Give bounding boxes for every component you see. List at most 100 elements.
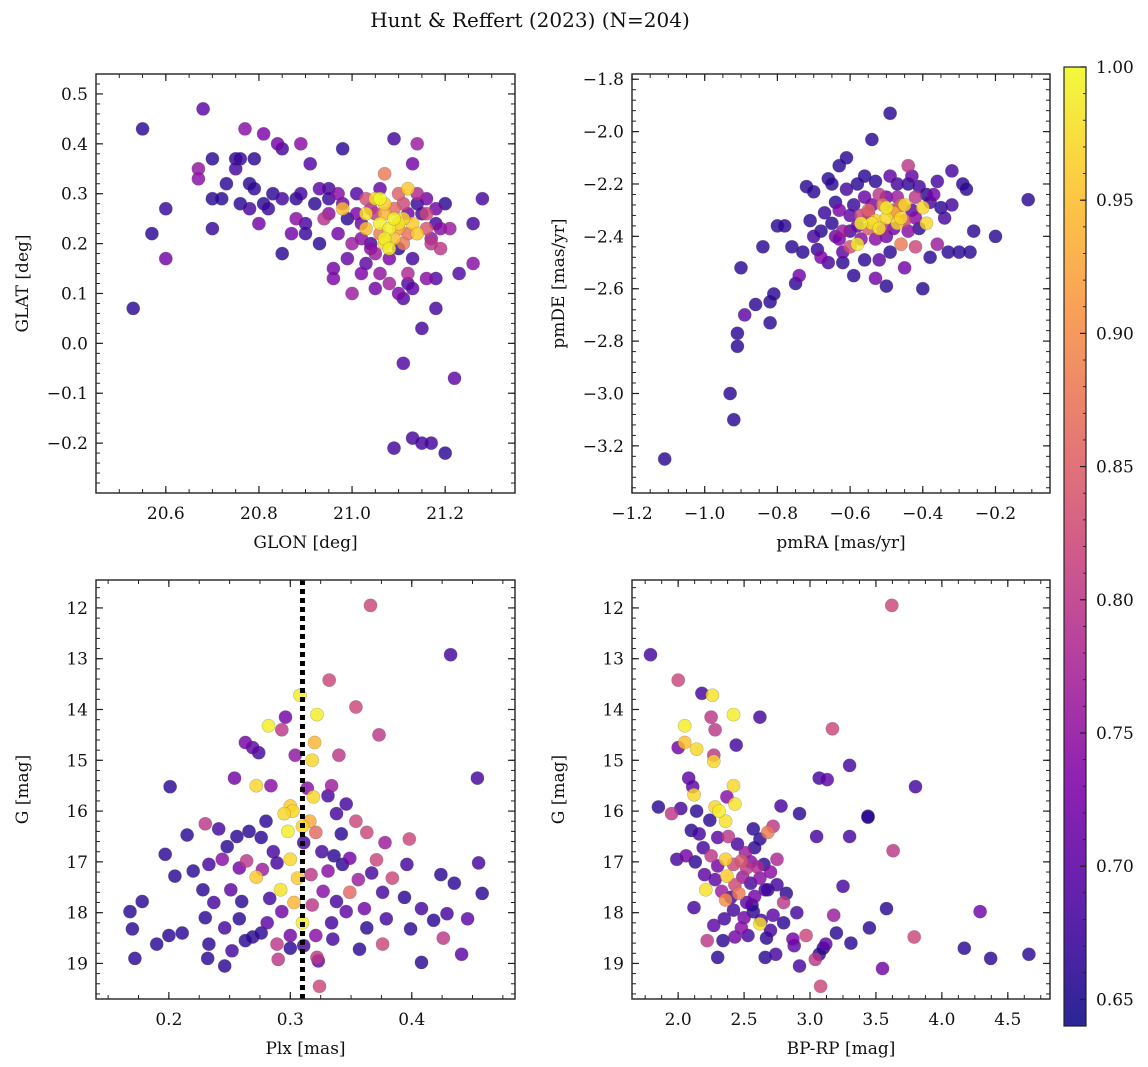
y-tick-label: 17 bbox=[602, 853, 624, 873]
scatter-point bbox=[721, 829, 736, 844]
scatter-point bbox=[443, 647, 458, 662]
points bbox=[657, 106, 1036, 466]
y-tick-label: −1.8 bbox=[583, 70, 624, 90]
axes-frame bbox=[631, 579, 1051, 1000]
scatter-point bbox=[307, 196, 322, 211]
y-tick-label: 16 bbox=[66, 802, 88, 822]
scatter-point bbox=[238, 933, 253, 948]
scatter-point bbox=[158, 201, 173, 216]
scatter-point bbox=[379, 911, 394, 926]
scatter-point bbox=[277, 806, 292, 821]
y-tick-label: −3.2 bbox=[583, 437, 624, 457]
scatter-point bbox=[720, 869, 734, 883]
scatter-point bbox=[275, 246, 290, 261]
y-tick-label: −2.6 bbox=[583, 280, 624, 300]
scatter-point bbox=[321, 864, 335, 878]
scatter-point bbox=[126, 301, 141, 316]
scatter-point bbox=[768, 947, 783, 962]
scatter-point bbox=[339, 797, 354, 811]
scatter-point bbox=[983, 951, 998, 966]
scatter-point bbox=[342, 851, 357, 866]
scatter-point bbox=[748, 297, 763, 312]
scatter-point bbox=[326, 271, 341, 286]
scatter-point bbox=[220, 839, 235, 854]
scatter-point bbox=[930, 237, 945, 252]
y-tick-label: 0.4 bbox=[61, 135, 88, 155]
scatter-point bbox=[730, 339, 745, 354]
scatter-point bbox=[926, 187, 941, 202]
scatter-point bbox=[803, 213, 817, 228]
scatter-point bbox=[792, 268, 807, 283]
scatter-point bbox=[746, 822, 761, 836]
scatter-point bbox=[973, 904, 987, 919]
scatter-point bbox=[799, 928, 813, 943]
scatter-point bbox=[359, 221, 373, 236]
scatter-point bbox=[907, 930, 922, 944]
scatter-point bbox=[186, 864, 201, 878]
y-tick-label: −2.0 bbox=[583, 123, 624, 143]
scatter-point bbox=[387, 441, 401, 455]
scatter-point bbox=[211, 822, 226, 836]
figure-title: Hunt & Reffert (2023) (N=204) bbox=[370, 8, 690, 32]
scatter-point bbox=[897, 197, 912, 212]
scatter-point bbox=[261, 718, 276, 733]
scatter-point bbox=[734, 921, 749, 935]
x-tick-label: −0.6 bbox=[829, 504, 870, 524]
x-tick-label: 4.0 bbox=[928, 1010, 955, 1030]
y-tick-label: −3.0 bbox=[583, 384, 624, 404]
scatter-point bbox=[737, 307, 752, 322]
scatter-point bbox=[868, 271, 883, 286]
x-tick-label: −1.2 bbox=[611, 504, 652, 524]
scatter-point bbox=[963, 245, 977, 259]
scatter-point bbox=[227, 771, 242, 785]
scatter-point bbox=[201, 857, 216, 872]
scatter-point bbox=[382, 241, 397, 256]
scatter-point bbox=[364, 866, 379, 880]
axes-frame bbox=[95, 579, 516, 1000]
scatter-point bbox=[334, 827, 349, 841]
x-axis-label: Plx [mas] bbox=[265, 1039, 345, 1059]
scatter-point bbox=[373, 191, 387, 206]
scatter-point bbox=[180, 828, 194, 842]
scatter-point bbox=[414, 321, 429, 336]
scatter-point bbox=[306, 790, 321, 804]
scatter-point bbox=[700, 933, 715, 948]
x-axis-label: BP-RP [mag] bbox=[787, 1039, 896, 1059]
scatter-point bbox=[288, 748, 303, 763]
scatter-point bbox=[378, 835, 392, 850]
scatter-point bbox=[692, 827, 707, 841]
scatter-point bbox=[447, 371, 462, 386]
scatter-point bbox=[657, 452, 672, 466]
panel-pmra-pmde: −1.2 −1.0 −0.8 −0.6 −0.4 −0.2 −3.2 −3.0 −2.8 −2.6… bbox=[549, 70, 1051, 553]
scatter-point bbox=[275, 191, 290, 206]
x-axis-label: GLON [deg] bbox=[253, 533, 357, 553]
scatter-point bbox=[274, 904, 289, 919]
scatter-point bbox=[229, 829, 244, 844]
scatter-point bbox=[915, 281, 930, 296]
scatter-point bbox=[357, 901, 372, 916]
scatter-point bbox=[966, 224, 981, 238]
scatter-point bbox=[419, 271, 434, 286]
scatter-point bbox=[677, 735, 692, 750]
scatter-point bbox=[339, 904, 354, 919]
scatter-point bbox=[331, 748, 346, 763]
scatter-point bbox=[263, 778, 278, 793]
panel-bprp-g: 2.0 2.5 3.0 3.5 4.0 4.5 12 13 14 15 16 17 18 19 BP-RP … bbox=[549, 579, 1051, 1059]
scatter-point bbox=[731, 886, 746, 901]
scatter-point bbox=[307, 735, 322, 750]
scatter-point bbox=[223, 882, 238, 897]
scatter-point bbox=[249, 870, 264, 884]
scatter-point bbox=[729, 738, 744, 752]
scatter-point bbox=[324, 915, 339, 930]
scatter-point bbox=[205, 221, 220, 236]
y-tick-label: 15 bbox=[66, 751, 88, 771]
y-tick-label: 16 bbox=[602, 802, 624, 822]
scatter-point bbox=[708, 722, 722, 737]
x-tick-label: −0.8 bbox=[757, 504, 798, 524]
scatter-point bbox=[712, 804, 726, 818]
scatter-point bbox=[373, 266, 387, 281]
scatter-point bbox=[345, 236, 359, 251]
scatter-point bbox=[726, 903, 741, 917]
scatter-point bbox=[312, 979, 327, 994]
scatter-point bbox=[322, 673, 337, 687]
